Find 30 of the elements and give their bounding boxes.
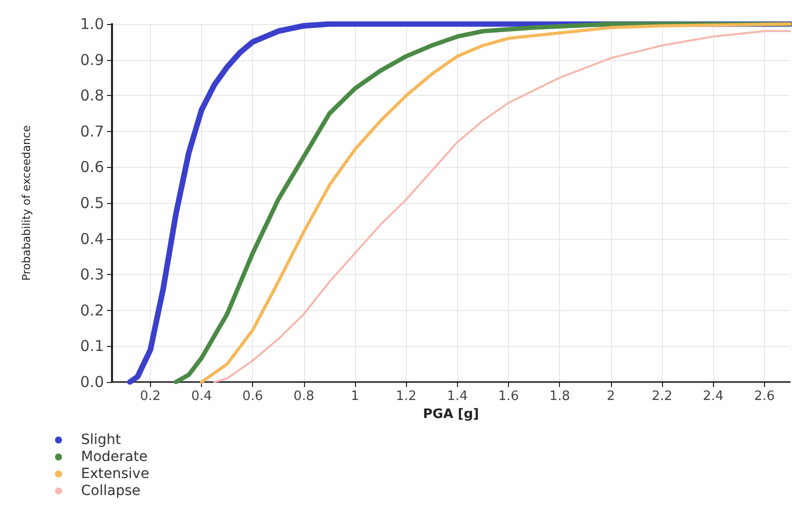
x-tick-label: 0.8 [294,389,314,404]
x-tick-label: 1.2 [396,389,417,404]
legend-label: Moderate [81,449,148,465]
y-tick-label: 0.8 [80,86,104,105]
y-tick-label: 0.7 [80,122,104,140]
y-tick-label: 1.0 [80,15,104,33]
x-tick-label: 2 [606,389,616,404]
y-axis-title: Probabability of exceedance [20,125,33,281]
y-tick-label: 0.0 [80,373,104,391]
y-tick-label: 0.2 [80,301,104,320]
x-tick-label: 0.2 [140,389,161,404]
x-tick-label: 1 [350,389,360,404]
y-tick-label: 0.6 [80,158,104,176]
x-axis-title: PGA [g] [423,406,479,422]
y-tick-label: 0.5 [80,194,104,212]
x-tick-label: 0.4 [191,389,212,404]
x-tick-label: 1.4 [447,389,468,404]
x-tick-label: 1.6 [498,389,519,404]
x-tick-label: 2.2 [652,389,672,404]
x-tick-label: 2.6 [754,389,775,404]
x-tick-label: 2.4 [702,389,724,404]
y-tick-label: 0.4 [80,230,104,248]
legend-label: Extensive [81,466,150,482]
x-tick-label: 1.8 [549,389,570,404]
y-tick-label: 0.1 [80,337,104,356]
legend-label: Slight [81,432,122,448]
y-tick-label: 0.3 [80,266,104,284]
x-tick-label: 0.6 [242,389,264,404]
legend-label: Collapse [81,483,140,499]
y-tick-label: 0.9 [80,50,104,69]
